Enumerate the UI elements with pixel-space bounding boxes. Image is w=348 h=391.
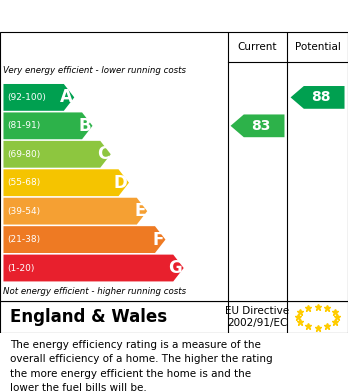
Text: E: E: [134, 202, 145, 220]
Text: D: D: [113, 174, 127, 192]
Polygon shape: [3, 169, 129, 196]
Polygon shape: [3, 198, 147, 224]
Text: (69-80): (69-80): [7, 150, 40, 159]
Text: 88: 88: [311, 90, 331, 104]
Text: Not energy efficient - higher running costs: Not energy efficient - higher running co…: [3, 287, 187, 296]
Text: England & Wales: England & Wales: [10, 308, 168, 326]
Text: Very energy efficient - lower running costs: Very energy efficient - lower running co…: [3, 66, 187, 75]
Text: B: B: [78, 117, 91, 135]
Text: (21-38): (21-38): [7, 235, 40, 244]
Text: Current: Current: [238, 42, 277, 52]
Text: (55-68): (55-68): [7, 178, 40, 187]
Polygon shape: [3, 255, 184, 282]
Polygon shape: [3, 141, 111, 168]
Text: 83: 83: [252, 119, 271, 133]
Text: (1-20): (1-20): [7, 264, 34, 273]
Text: (39-54): (39-54): [7, 207, 40, 216]
Text: (81-91): (81-91): [7, 121, 40, 130]
Text: Potential: Potential: [295, 42, 340, 52]
Polygon shape: [230, 115, 285, 137]
Text: (92-100): (92-100): [7, 93, 46, 102]
Text: C: C: [97, 145, 109, 163]
Text: The energy efficiency rating is a measure of the
overall efficiency of a home. T: The energy efficiency rating is a measur…: [10, 340, 273, 391]
Text: G: G: [168, 259, 182, 277]
Polygon shape: [3, 226, 165, 253]
Polygon shape: [3, 113, 93, 139]
Text: A: A: [60, 88, 72, 106]
Text: Energy Efficiency Rating: Energy Efficiency Rating: [10, 9, 220, 24]
Polygon shape: [3, 84, 74, 111]
Text: EU Directive
2002/91/EC: EU Directive 2002/91/EC: [226, 306, 290, 328]
Text: F: F: [152, 231, 164, 249]
Polygon shape: [291, 86, 345, 109]
